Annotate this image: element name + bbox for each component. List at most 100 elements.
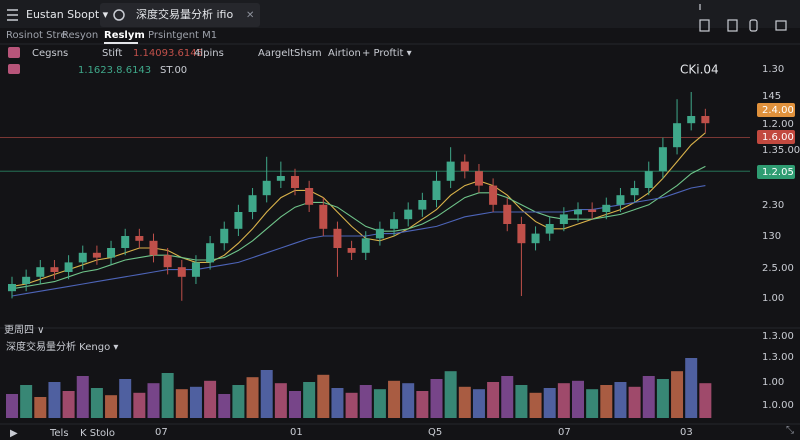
time-label: 07 [558, 427, 571, 438]
candle-body [644, 171, 653, 188]
candle-body [375, 228, 384, 239]
candle-body [489, 185, 498, 205]
toolbar-item[interactable]: Shsm [294, 48, 322, 59]
candle-body [291, 176, 299, 188]
menu-icon[interactable] [7, 9, 18, 21]
expand-icon[interactable]: ⤡ [786, 425, 794, 436]
candle-body [602, 204, 611, 212]
candle-body [687, 116, 696, 124]
candle-body [8, 284, 16, 292]
candle-body [673, 123, 682, 148]
candle-body [319, 204, 328, 229]
candle-body [149, 240, 158, 256]
window-icons[interactable] [699, 4, 787, 32]
legend-item: 1.1623.8.6143 [78, 65, 151, 76]
volume-bar [62, 391, 75, 418]
volume-bar [600, 385, 613, 418]
price-badge [757, 165, 795, 179]
footer-control[interactable]: K Stolo [80, 428, 115, 439]
candle-body [574, 209, 582, 215]
volume-bar [487, 382, 500, 418]
price-badge-label: 2.4.00 [762, 105, 794, 116]
candle-body [361, 238, 370, 253]
volume-bar [260, 370, 273, 418]
moving-average [11, 165, 706, 290]
candle-body [404, 209, 413, 220]
volume-bar [416, 391, 429, 418]
nav-item[interactable]: Resyon [62, 30, 98, 41]
toolbar-item[interactable]: + Proftit ▾ [362, 48, 412, 59]
candle-body [248, 195, 257, 212]
candle-body [333, 228, 342, 248]
volume-bar [430, 379, 443, 418]
candle-body [50, 267, 59, 272]
volume-axis-label: 1.0.00 [762, 400, 794, 411]
toolbar-chip [8, 64, 20, 74]
candle-body [517, 224, 526, 244]
candle-body [36, 267, 45, 277]
candle-body [163, 255, 172, 268]
price-label: 1.35.00 [762, 145, 800, 156]
volume-bar [529, 392, 542, 418]
period-selector[interactable]: 更周四 ∨ [4, 324, 45, 336]
volume-bar [656, 379, 669, 418]
legend-item: ST.00 [160, 65, 187, 76]
volume-bar [48, 382, 61, 418]
volume-bar [543, 388, 556, 418]
footer-control[interactable]: ▶ [10, 428, 18, 439]
volume-bar [642, 376, 655, 418]
candle-body [531, 233, 540, 244]
toolbar-item[interactable]: Cegsns [32, 48, 68, 59]
candle-body [390, 219, 399, 229]
candle-body [446, 161, 455, 181]
volume-bar [76, 376, 89, 418]
price-label: 1.2.00 [762, 119, 794, 130]
volume-bar [572, 380, 584, 418]
volume-bar [373, 389, 386, 418]
volume-bar [119, 379, 132, 418]
volume-bar [175, 389, 188, 418]
nav-item[interactable]: Reslym [104, 30, 145, 41]
toolbar-item[interactable]: 4lpins [194, 48, 224, 59]
candle-body [276, 176, 285, 181]
candle-body [135, 236, 144, 241]
candle-body [701, 116, 710, 124]
candle-body [121, 236, 130, 248]
volume-axis-label: 1.3.00 [762, 352, 794, 363]
toolbar-chip [8, 47, 20, 58]
tab-close[interactable]: ✕ [246, 10, 254, 21]
volume-bar [218, 394, 231, 418]
tab-label[interactable]: Eustan Sbopt ▾ [26, 8, 109, 21]
candle-body [64, 262, 73, 272]
price-label: 130 [762, 231, 781, 242]
volume-bar [303, 382, 316, 418]
price-label: 145 [762, 91, 781, 102]
candle-body [460, 161, 469, 172]
price-label: 1.30 [762, 64, 784, 75]
volume-bar [161, 373, 174, 418]
volume-bar [458, 386, 471, 418]
volume-bar [6, 394, 18, 418]
footer-control[interactable]: Tels [49, 428, 69, 439]
toolbar-item[interactable]: Aargelt [258, 48, 294, 59]
candle-body [305, 188, 314, 205]
volume-bar [671, 371, 684, 418]
volume-bar [345, 392, 358, 418]
volume-axis-label: 1.3.00 [762, 331, 794, 342]
volume-title[interactable]: 深度交易量分析 Kengo ▾ [6, 340, 118, 353]
nav-item[interactable]: Prsintgent M1 [148, 30, 217, 41]
tab-label[interactable]: 深度交易量分析 ifio [136, 7, 233, 21]
candle-body [474, 171, 483, 186]
nav-item[interactable]: Rosinot Stre [6, 30, 66, 41]
settings-icon[interactable] [113, 9, 125, 21]
volume-bar [147, 383, 160, 418]
candle-body [503, 204, 512, 224]
toolbar-item[interactable]: Airtion [328, 48, 361, 59]
candle-body [206, 243, 215, 263]
toolbar-item[interactable]: 1.14093.6145 [133, 48, 203, 59]
toolbar-item[interactable]: Stift [102, 48, 122, 59]
candle-body [107, 248, 116, 258]
